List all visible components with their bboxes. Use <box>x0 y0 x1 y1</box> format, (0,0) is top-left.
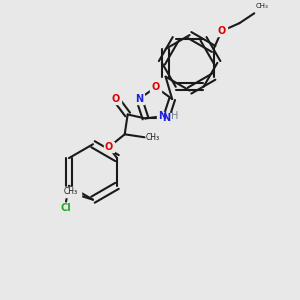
Text: N: N <box>135 94 143 104</box>
Text: CH₃: CH₃ <box>146 133 160 142</box>
Text: H: H <box>171 112 178 122</box>
Bar <box>151 82 161 92</box>
Bar <box>161 113 171 123</box>
Bar <box>134 94 144 104</box>
Bar <box>216 26 227 36</box>
Text: CH₃: CH₃ <box>63 187 77 196</box>
Bar <box>103 142 114 152</box>
Text: O: O <box>218 26 226 36</box>
Text: Cl: Cl <box>61 202 71 213</box>
Text: CH₃: CH₃ <box>255 3 268 9</box>
Text: O: O <box>112 94 120 103</box>
Bar <box>58 203 74 213</box>
Text: N: N <box>162 113 170 124</box>
Bar <box>60 187 81 197</box>
Text: O: O <box>152 82 160 92</box>
Bar <box>157 112 168 122</box>
Text: O: O <box>105 142 113 152</box>
Text: N: N <box>158 112 166 122</box>
Bar <box>111 94 121 103</box>
